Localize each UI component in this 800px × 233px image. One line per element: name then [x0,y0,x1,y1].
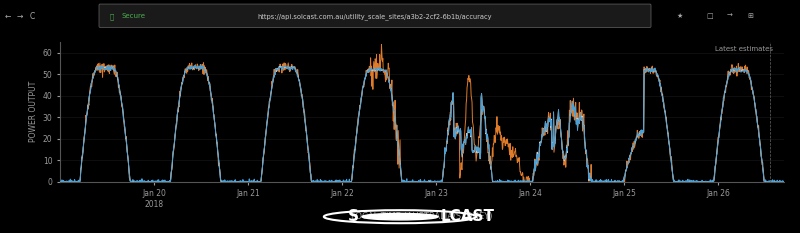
Text: https://api.solcast.com.au/utility_scale_sites/a3b2-2cf2-6b1b/accuracy: https://api.solcast.com.au/utility_scale… [258,13,492,20]
Circle shape [362,213,438,220]
Text: C: C [30,12,34,21]
Text: ⊞: ⊞ [747,13,753,19]
Text: ←: ← [5,12,11,21]
Text: S: S [348,209,359,224]
Text: 🔒: 🔒 [110,13,114,20]
Text: □: □ [706,13,714,19]
Y-axis label: POWER OUTPUT: POWER OUTPUT [30,81,38,142]
Text: Secure: Secure [122,13,146,19]
Text: Latest estimates: Latest estimates [715,46,773,52]
Text: LCAST: LCAST [441,209,494,224]
X-axis label: LOCAL TIME (AUSTRALIA/SYDNEY): LOCAL TIME (AUSTRALIA/SYDNEY) [351,212,493,221]
Text: ★: ★ [677,13,683,19]
FancyBboxPatch shape [99,4,651,27]
Text: →: → [727,13,733,19]
Text: →: → [17,12,23,21]
